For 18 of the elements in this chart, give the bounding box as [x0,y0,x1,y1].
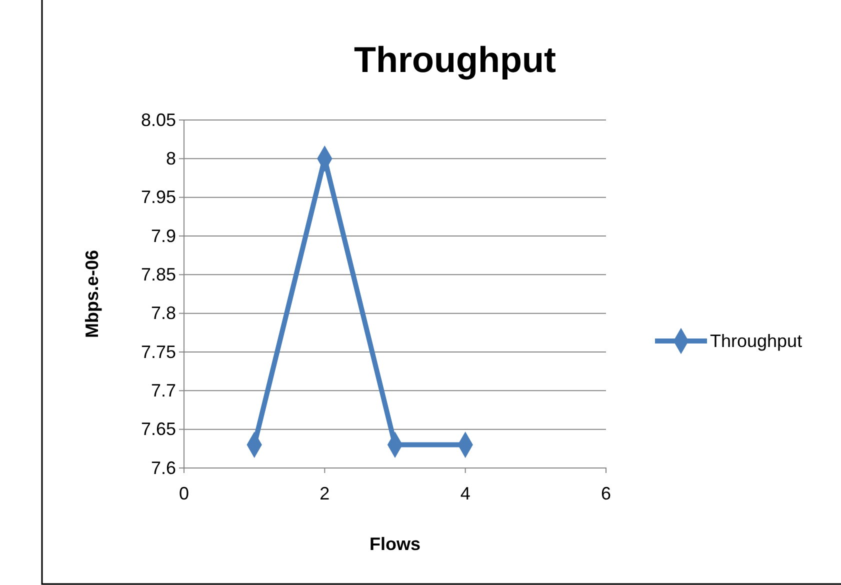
y-tick-label: 8 [166,148,176,168]
y-tick-label: 7.65 [140,419,176,440]
y-tick-label: 7.9 [150,226,176,246]
y-tick-label: 7.75 [140,342,176,362]
y-tick-label: 7.85 [140,264,176,284]
y-tick-label: 7.95 [140,187,176,208]
x-axis-title: Flows [369,534,421,554]
x-tick-label: 4 [460,483,470,504]
chart-title: Throughput [354,39,556,80]
x-tick-label: 6 [600,483,612,504]
y-tick-label: 8.05 [140,110,176,130]
legend-label: Throughput [710,331,802,351]
x-tick-label: 0 [178,483,190,504]
y-tick-label: 7.6 [150,458,176,478]
x-tick-label: 2 [320,483,330,504]
y-tick-label: 7.7 [150,380,176,400]
y-tick-label: 7.8 [150,303,176,324]
y-axis-title: Mbps.e-06 [82,250,102,338]
